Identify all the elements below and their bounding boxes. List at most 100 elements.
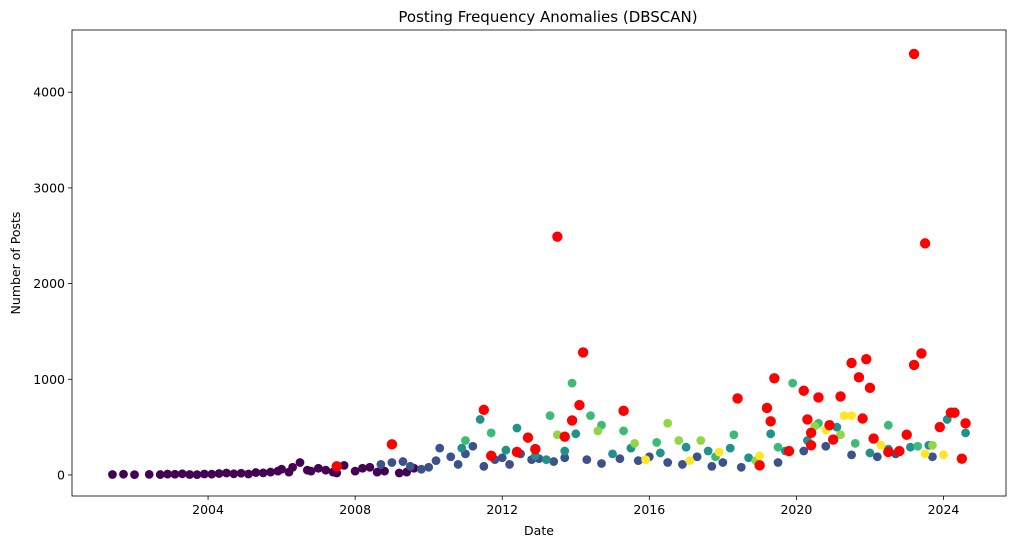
cluster-2-point — [560, 446, 570, 456]
anomaly-point — [956, 453, 968, 464]
points-layer — [108, 48, 971, 480]
x-tick-label: 2008 — [339, 502, 371, 517]
anomaly-point — [894, 445, 905, 457]
cluster-3-point — [729, 430, 739, 440]
anomaly-point — [618, 405, 629, 417]
cluster-0-point — [339, 460, 349, 470]
anomaly-point — [566, 415, 578, 426]
anomaly-point — [485, 450, 497, 462]
cluster-4-point — [696, 436, 706, 445]
cluster-2-point — [905, 442, 915, 452]
cluster-0-point — [207, 469, 217, 479]
cluster-4-point — [630, 438, 640, 448]
cluster-5-point — [847, 411, 856, 421]
cluster-1-point — [872, 452, 882, 462]
cluster-0-point — [380, 466, 389, 476]
cluster-4-point — [928, 440, 937, 450]
anomaly-point — [765, 416, 776, 427]
cluster-2-point — [766, 429, 776, 439]
cluster-0-point — [295, 458, 305, 467]
cluster-4-point — [836, 430, 845, 440]
cluster-1-point — [398, 457, 408, 466]
anomaly-point — [386, 439, 398, 450]
anomaly-point — [824, 419, 835, 431]
cluster-2-point — [541, 455, 551, 465]
cluster-3-point — [545, 411, 555, 421]
x-axis-label: Date — [524, 523, 554, 538]
cluster-0-point — [119, 469, 128, 479]
x-tick-label: 2016 — [633, 502, 665, 517]
cluster-2-point — [512, 423, 522, 433]
y-tick-label: 0 — [57, 467, 65, 482]
cluster-2-point — [475, 415, 485, 424]
y-tick-label: 3000 — [33, 180, 65, 195]
anomaly-point — [934, 421, 946, 433]
cluster-0-point — [372, 467, 382, 477]
x-tick-label: 2020 — [780, 502, 812, 517]
anomaly-point — [908, 48, 920, 60]
cluster-0-point — [170, 469, 180, 479]
anomaly-point — [853, 372, 865, 383]
cluster-3-point — [461, 436, 470, 445]
y-axis-label: Number of Posts — [8, 212, 23, 315]
chart-title: Posting Frequency Anomalies (DBSCAN) — [398, 8, 697, 26]
anomaly-point — [577, 347, 589, 358]
x-axis: 2004 2008 2012 2016 2020 2024 — [192, 496, 959, 517]
cluster-1-point — [560, 453, 570, 463]
anomaly-point — [861, 353, 872, 365]
cluster-0-point — [313, 463, 323, 473]
cluster-0-point — [266, 467, 275, 477]
cluster-1-point — [446, 452, 456, 462]
cluster-3-point — [619, 426, 628, 436]
anomaly-point — [857, 413, 868, 424]
cluster-4-point — [593, 426, 603, 436]
anomaly-point — [805, 440, 817, 451]
cluster-3-point — [883, 420, 893, 430]
cluster-1-point — [468, 441, 478, 451]
cluster-0-point — [192, 470, 202, 480]
anomaly-point — [868, 433, 879, 444]
anomaly-point — [827, 434, 839, 445]
cluster-0-point — [236, 468, 246, 478]
y-axis: 0 1000 2000 3000 4000 — [33, 85, 72, 482]
cluster-1-point — [416, 464, 426, 474]
cluster-0-point — [365, 462, 375, 472]
cluster-0-point — [350, 466, 360, 476]
anomaly-point — [846, 357, 857, 369]
cluster-5-point — [939, 450, 948, 460]
y-tick-label: 4000 — [33, 85, 65, 100]
cluster-2-point — [725, 443, 735, 453]
cluster-3-point — [788, 378, 798, 388]
cluster-0-point — [177, 469, 187, 479]
cluster-2-point — [571, 429, 581, 439]
anomaly-point — [949, 407, 960, 418]
cluster-4-point — [674, 436, 684, 445]
cluster-0-point — [155, 470, 165, 479]
cluster-3-point — [773, 442, 783, 452]
cluster-0-point — [306, 466, 316, 476]
anomaly-point — [761, 402, 773, 414]
anomaly-point — [802, 414, 813, 425]
anomaly-point — [960, 418, 971, 429]
cluster-0-point — [214, 469, 224, 478]
cluster-1-point — [582, 455, 592, 465]
anomaly-point — [813, 392, 824, 403]
anomaly-point — [901, 429, 912, 440]
cluster-5-point — [839, 411, 849, 421]
x-tick-label: 2012 — [486, 502, 518, 517]
cluster-3-point — [567, 378, 577, 388]
cluster-5-point — [641, 455, 651, 465]
cluster-0-point — [222, 468, 231, 478]
anomaly-point — [883, 446, 894, 458]
cluster-5-point — [685, 456, 695, 465]
cluster-1-point — [387, 458, 397, 467]
cluster-1-point — [799, 446, 809, 456]
anomaly-point — [864, 382, 876, 394]
cluster-2-point — [501, 445, 511, 455]
anomaly-point — [908, 359, 920, 371]
cluster-0-point — [258, 468, 268, 478]
cluster-2-point — [457, 443, 467, 453]
cluster-1-point — [633, 456, 643, 465]
cluster-0-point — [229, 469, 239, 479]
